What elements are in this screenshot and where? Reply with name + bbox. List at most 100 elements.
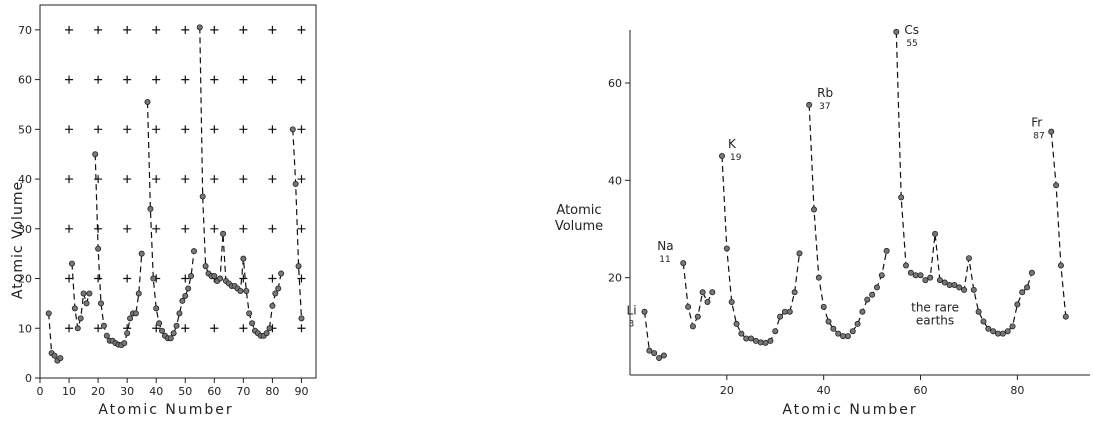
data-point-left (121, 340, 128, 347)
data-point-right (752, 337, 759, 344)
data-point-left (74, 325, 81, 332)
data-point-right (762, 339, 769, 346)
grid-plus-marker (94, 324, 103, 333)
data-point-right (723, 245, 730, 252)
data-point-right (786, 308, 793, 315)
x-tick-label-left: 50 (178, 385, 192, 398)
grid-plus-marker (94, 75, 103, 84)
x-tick-label-left: 10 (62, 385, 76, 398)
grid-plus-marker (268, 125, 277, 134)
plot-frame-left (39, 4, 317, 379)
x-tick-label-left: 40 (149, 385, 163, 398)
data-point-right (728, 298, 735, 305)
grid-plus-marker (297, 324, 306, 333)
data-point-right (1019, 289, 1026, 296)
x-tick-label-right: 40 (817, 384, 831, 397)
y-tick-label-left: 20 (18, 273, 32, 286)
chart-left: Atomic Volume Atomic Number 0 10 20 30 40 50 6… (10, 4, 317, 418)
grid-plus-marker (152, 224, 161, 233)
element-symbol-label: Rb (817, 86, 833, 100)
element-symbol-label: Li (627, 304, 637, 318)
grid-plus-marker (239, 75, 248, 84)
grid-plus-marker (210, 224, 219, 233)
x-tick-label-right: 80 (1010, 384, 1024, 397)
data-point-right (849, 328, 856, 335)
data-point-left (211, 273, 218, 280)
data-point-right (903, 262, 910, 269)
data-point-left (275, 285, 282, 292)
data-point-left (278, 270, 285, 277)
data-point-right (869, 291, 876, 298)
grid-plus-marker (94, 25, 103, 34)
data-point-right (806, 101, 813, 108)
y-tick-label-right: 20 (608, 272, 622, 285)
data-point-right (898, 194, 905, 201)
data-point-left (45, 310, 52, 317)
grid-plus-marker (152, 125, 161, 134)
trend-curve-left (146, 101, 195, 339)
data-point-right (1009, 323, 1016, 330)
rare-earths-label: earths (916, 314, 954, 328)
grid-plus-marker (181, 224, 190, 233)
data-point-left (144, 98, 151, 105)
data-point-left (170, 330, 177, 337)
data-point-right (907, 269, 914, 276)
data-point-left (77, 315, 84, 322)
data-point-right (767, 337, 774, 344)
x-tick-label-right: 60 (914, 384, 928, 397)
y-tick-label-left: 50 (18, 123, 32, 136)
data-point-right (1053, 182, 1060, 189)
grid-plus-marker (181, 125, 190, 134)
data-point-right (651, 350, 658, 357)
data-point-right (883, 247, 890, 254)
data-point-right (704, 298, 711, 305)
grid-plus-marker (94, 274, 103, 283)
data-point-right (830, 325, 837, 332)
grid-plus-marker (268, 224, 277, 233)
data-point-left (68, 260, 75, 267)
grid-plus-marker (268, 25, 277, 34)
grid-plus-marker (94, 125, 103, 134)
data-point-left (237, 287, 244, 294)
atomic-number-label: 11 (659, 255, 670, 265)
atomic-number-label: 87 (1033, 132, 1044, 142)
grid-plus-marker (65, 125, 74, 134)
data-point-right (1024, 284, 1031, 291)
data-point-left (240, 255, 247, 262)
data-point-left (217, 275, 224, 282)
data-point-left (98, 300, 105, 307)
data-point-left (295, 263, 302, 270)
data-point-right (1048, 128, 1055, 135)
grid-plus-marker (239, 25, 248, 34)
data-point-right (917, 272, 924, 279)
data-point-right (815, 274, 822, 281)
data-point-left (182, 292, 189, 299)
data-point-left (269, 302, 276, 309)
x-axis-title-right: Atomic Number (782, 402, 917, 418)
grid-plus-marker (123, 224, 132, 233)
element-symbol-label: Fr (1031, 116, 1042, 130)
data-point-left (51, 352, 58, 359)
data-point-right (927, 274, 934, 281)
grid-plus-marker (297, 125, 306, 134)
grid-plus-marker (152, 175, 161, 184)
x-tick-label-left: 20 (91, 385, 105, 398)
data-point-right (743, 335, 750, 342)
grid-plus-marker (65, 324, 74, 333)
grid-plus-marker (297, 224, 306, 233)
trend-curve-right (1050, 131, 1067, 317)
data-point-right (772, 328, 779, 335)
grid-plus-marker (297, 25, 306, 34)
y-tick-label-left: 40 (18, 173, 32, 186)
data-point-left (249, 320, 256, 327)
grid-plus-marker (210, 125, 219, 134)
atomic-number-label: 3 (629, 320, 635, 330)
grid-plus-marker (268, 175, 277, 184)
data-point-left (272, 290, 279, 297)
grid-plus-marker (268, 274, 277, 283)
x-axis-title-left: Atomic Number (98, 402, 233, 418)
data-point-right (757, 339, 764, 346)
data-point-left (243, 287, 250, 294)
data-point-left (173, 322, 180, 329)
